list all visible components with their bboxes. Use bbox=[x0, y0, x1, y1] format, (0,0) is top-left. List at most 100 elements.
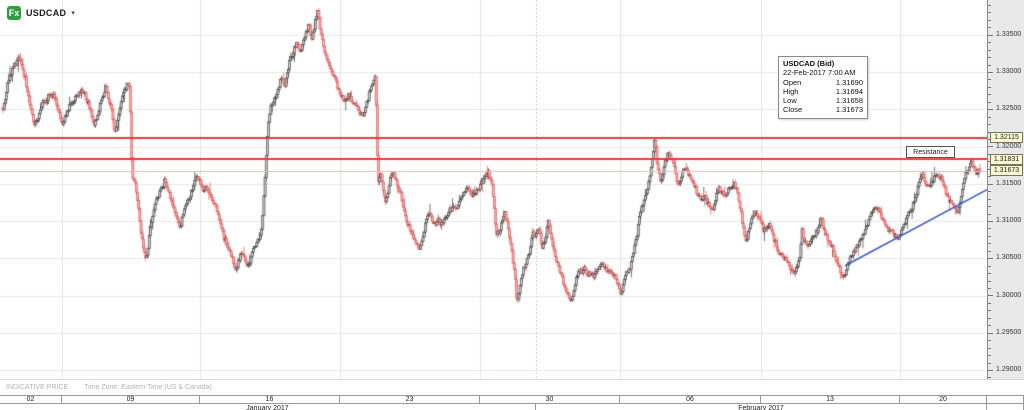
price-axis-tick bbox=[988, 72, 993, 73]
price-axis-tick bbox=[988, 146, 993, 147]
tooltip-row-label: Open bbox=[783, 77, 802, 87]
tooltip-row: Open 1.31690 bbox=[783, 78, 863, 87]
price-axis-tick bbox=[988, 377, 991, 378]
price-axis-tick bbox=[988, 132, 991, 133]
price-axis-tick bbox=[988, 325, 991, 326]
price-axis-label: 1.31500 bbox=[996, 179, 1022, 187]
price-axis-tick bbox=[988, 184, 993, 185]
date-axis-week-label: 06 bbox=[620, 396, 761, 403]
date-axis-week-label: 02 bbox=[0, 396, 62, 403]
price-axis-tick bbox=[988, 35, 993, 36]
tooltip-datetime: 22-Feb-2017 7:00 AM bbox=[783, 68, 856, 78]
tooltip-row: Close 1.31673 bbox=[783, 105, 863, 114]
price-axis-tick bbox=[988, 87, 991, 88]
price-axis-tick bbox=[988, 169, 991, 170]
date-axis-week-label bbox=[987, 396, 1024, 403]
price-axis-tick bbox=[988, 206, 991, 207]
price-axis-label: 1.33000 bbox=[996, 68, 1022, 75]
price-axis-tick bbox=[988, 303, 991, 304]
tooltip-row-label: High bbox=[783, 86, 799, 96]
price-axis-tick bbox=[988, 27, 991, 28]
price-axis-label: 1.30500 bbox=[996, 254, 1022, 262]
price-axis-tick bbox=[988, 124, 991, 125]
price-axis-tick bbox=[988, 50, 991, 51]
date-axis-month-label: January 2017 bbox=[0, 404, 536, 410]
price-axis-label: 1.29500 bbox=[996, 328, 1022, 336]
date-axis-week-label: 30 bbox=[480, 396, 620, 403]
date-axis-month-label: February 2017 bbox=[536, 404, 987, 410]
price-axis-tick bbox=[988, 333, 993, 334]
footer-note: INDICATIVE PRICE Time Zone: Eastern Time… bbox=[6, 384, 212, 391]
date-axis-week-label: 20 bbox=[900, 396, 987, 403]
price-axis-label: 1.33500 bbox=[996, 30, 1022, 38]
price-axis-tick bbox=[988, 12, 991, 13]
tooltip-row: High 1.31694 bbox=[783, 87, 863, 96]
price-axis[interactable]: 1.32115 1.31831 1.31673 1.33500 1.33000 1.… bbox=[987, 0, 1024, 379]
current-price-tag: 1.31673 bbox=[990, 165, 1023, 177]
symbol-label: USDCAD bbox=[26, 8, 67, 18]
tooltip-row-label: Close bbox=[783, 105, 803, 115]
price-axis-tick bbox=[988, 214, 991, 215]
price-axis-label: 1.30000 bbox=[996, 291, 1022, 299]
price-axis-label: 1.31000 bbox=[996, 217, 1022, 224]
price-axis-tick bbox=[988, 273, 991, 274]
resistance-annotation-label[interactable]: Resistance bbox=[906, 146, 955, 158]
time-axis[interactable]: INDICATIVE PRICE Time Zone: Eastern Time… bbox=[0, 379, 1024, 410]
price-axis-tick bbox=[988, 228, 991, 229]
price-axis-tick bbox=[988, 281, 991, 282]
price-axis-tick bbox=[988, 363, 991, 364]
price-axis-tick bbox=[988, 161, 991, 162]
date-axis-month-label bbox=[987, 404, 1024, 410]
ohlc-tooltip: USDCAD (Bid) 22-Feb-2017 7:00 AM Open 1.3… bbox=[778, 56, 868, 119]
date-axis-week-label: 16 bbox=[200, 396, 340, 403]
price-axis-tick bbox=[988, 258, 993, 259]
tooltip-row: Low 1.31658 bbox=[783, 96, 863, 105]
price-axis-tick bbox=[988, 154, 991, 155]
tooltip-row-value: 1.31694 bbox=[835, 86, 863, 96]
price-axis-tick bbox=[988, 42, 991, 43]
price-axis-tick bbox=[988, 94, 991, 95]
level-price-tag-2: 1.31831 bbox=[990, 153, 1023, 165]
price-axis-tick bbox=[988, 236, 991, 237]
price-axis-tick bbox=[988, 348, 991, 349]
price-axis-tick bbox=[988, 355, 991, 356]
price-axis-tick bbox=[988, 318, 991, 319]
timezone-label: Time Zone: Eastern Time (US & Canada) bbox=[84, 384, 212, 391]
price-axis-tick bbox=[988, 199, 991, 200]
price-axis-tick bbox=[988, 102, 991, 103]
price-axis-tick bbox=[988, 109, 993, 110]
price-axis-tick bbox=[988, 310, 991, 311]
tooltip-title: USDCAD (Bid) bbox=[783, 59, 835, 68]
price-axis-tick bbox=[988, 117, 991, 118]
fx-icon: Fx bbox=[7, 6, 21, 20]
indicative-price-label: INDICATIVE PRICE bbox=[6, 384, 69, 391]
month-row: January 2017 February 2017 bbox=[0, 404, 1024, 410]
tooltip-row-value: 1.31658 bbox=[835, 96, 863, 106]
price-axis-tick bbox=[988, 191, 991, 192]
chevron-down-icon: ▾ bbox=[71, 9, 75, 17]
price-axis-tick bbox=[988, 176, 991, 177]
level-price-tag-1: 1.32115 bbox=[990, 132, 1023, 144]
price-axis-tick bbox=[988, 221, 993, 222]
price-axis-tick bbox=[988, 57, 991, 58]
date-axis-week-label: 09 bbox=[62, 396, 200, 403]
price-axis-tick bbox=[988, 65, 991, 66]
date-axis-week-label: 13 bbox=[761, 396, 900, 403]
price-axis-tick bbox=[988, 79, 991, 80]
price-axis-label: 1.32500 bbox=[996, 105, 1022, 113]
price-axis-tick bbox=[988, 340, 991, 341]
date-row: 02 09 16 23 30 06 13 20 bbox=[0, 395, 1024, 404]
price-axis-tick bbox=[988, 251, 991, 252]
symbol-selector[interactable]: Fx USDCAD ▾ bbox=[7, 6, 75, 20]
tooltip-row-label: Low bbox=[783, 96, 797, 106]
price-axis-tick bbox=[988, 295, 993, 296]
price-axis-tick bbox=[988, 243, 991, 244]
price-axis-tick bbox=[988, 288, 991, 289]
price-axis-label: 1.29000 bbox=[996, 366, 1022, 373]
price-axis-tick bbox=[988, 139, 991, 140]
price-axis-tick bbox=[988, 20, 991, 21]
tooltip-row-value: 1.31690 bbox=[835, 77, 863, 87]
price-axis-tick bbox=[988, 5, 991, 6]
price-axis-tick bbox=[988, 370, 993, 371]
